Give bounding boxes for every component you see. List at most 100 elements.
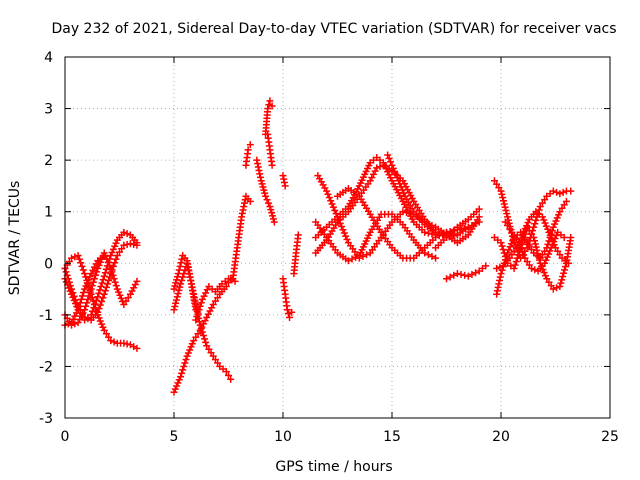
data-point <box>120 228 128 236</box>
data-point-interp <box>385 154 393 162</box>
data-point-interp <box>531 220 539 228</box>
data-point-interp <box>540 269 548 277</box>
data-point-interp <box>102 283 110 291</box>
data-point <box>334 213 341 221</box>
data-point-interp <box>178 369 186 377</box>
data-point-interp <box>424 251 432 259</box>
data-point-interp <box>555 211 563 219</box>
data-point <box>464 223 472 231</box>
data-point-interp <box>177 259 185 267</box>
data-point-interp <box>175 376 183 384</box>
data-point-interp <box>520 251 528 259</box>
data-point <box>323 187 331 195</box>
data-point <box>68 290 76 298</box>
data-point-interp <box>258 180 266 188</box>
y-tick-label: -2 <box>39 359 53 375</box>
data-point-interp <box>96 317 104 325</box>
data-point <box>222 282 230 290</box>
y-tick-labels: -3 -2 -1 0 1 2 3 4 <box>39 50 53 427</box>
data-point-interp <box>109 271 117 279</box>
data-point-interp <box>112 255 120 263</box>
data-markers <box>61 97 575 396</box>
data-point-interp <box>397 183 405 191</box>
data-point-interp <box>546 234 554 241</box>
data-point <box>174 270 182 278</box>
data-point-interp <box>186 346 194 354</box>
data-point-interp <box>95 289 103 297</box>
data-point <box>246 197 254 205</box>
data-point-interp <box>86 287 94 295</box>
data-point <box>528 264 536 272</box>
data-point-interp <box>175 266 183 274</box>
data-point-interp <box>184 349 192 357</box>
data-point <box>196 321 204 329</box>
data-point-interp <box>180 362 188 370</box>
data-point-interp <box>507 240 515 248</box>
data-point-interp <box>387 158 395 166</box>
data-point <box>244 146 252 154</box>
data-point <box>395 177 403 185</box>
data-point-interp <box>174 290 182 298</box>
data-point <box>283 306 291 314</box>
data-point-interp <box>260 186 268 194</box>
data-point-interp <box>524 219 532 227</box>
y-tick-label: 2 <box>44 153 53 169</box>
data-point-interp <box>542 256 550 264</box>
data-point <box>107 337 115 345</box>
data-point <box>74 306 82 314</box>
data-point-interp <box>338 223 346 231</box>
data-point-interp <box>198 328 206 336</box>
data-point-interp <box>98 297 106 305</box>
data-point-interp <box>518 248 526 256</box>
data-point-interp <box>551 220 559 228</box>
data-point-interp <box>267 206 275 214</box>
data-point-interp <box>517 245 525 253</box>
data-point-interp <box>172 296 180 304</box>
x-tick-label: 5 <box>170 429 179 445</box>
data-point-interp <box>371 167 379 175</box>
data-point-interp <box>498 242 506 250</box>
data-point-interp <box>559 188 567 196</box>
data-point-interp <box>435 230 443 238</box>
x-tick-label: 0 <box>61 429 70 445</box>
data-point <box>81 270 89 278</box>
data-point <box>266 203 274 211</box>
data-point-interp <box>359 252 367 260</box>
data-point-interp <box>428 252 436 260</box>
x-tick-labels: 0 5 10 15 20 25 <box>61 429 619 445</box>
data-point <box>286 313 294 321</box>
data-point-interp <box>472 269 480 277</box>
data-point-interp <box>201 335 209 343</box>
data-point-interp <box>173 273 181 281</box>
data-point-interp <box>327 197 335 205</box>
y-tick-label: 1 <box>44 205 53 221</box>
data-point-interp <box>206 307 214 315</box>
data-point-interp <box>532 243 540 251</box>
data-point-interp <box>175 286 183 294</box>
data-point <box>432 228 440 236</box>
data-point-interp <box>98 279 106 287</box>
data-point-interp <box>130 284 138 292</box>
data-point <box>493 264 501 272</box>
data-point-interp <box>123 340 131 348</box>
data-point-interp <box>325 194 333 202</box>
data-point-interp <box>103 255 111 263</box>
data-point <box>482 262 490 270</box>
data-point <box>81 285 89 293</box>
data-point <box>94 293 102 301</box>
data-point-interp <box>196 302 204 310</box>
data-point-interp <box>64 320 72 328</box>
data-point-interp <box>181 359 189 367</box>
data-point-interp <box>546 247 554 255</box>
y-tick-label: 0 <box>44 256 53 272</box>
data-point-interp <box>368 174 376 182</box>
data-point-interp <box>173 382 181 390</box>
data-point-interp <box>225 371 232 379</box>
data-point <box>133 239 141 247</box>
data-point-interp <box>561 266 569 274</box>
data-point <box>113 285 121 293</box>
data-point-interp <box>340 229 348 237</box>
data-point-interp <box>398 186 406 194</box>
data-point <box>100 252 108 260</box>
